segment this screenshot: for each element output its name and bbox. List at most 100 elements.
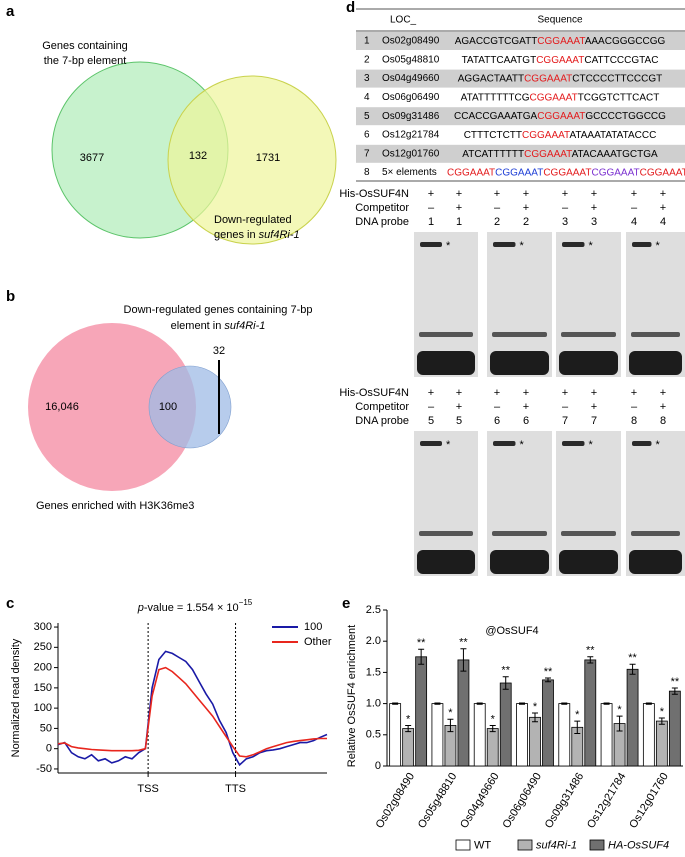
band-marker: * <box>446 240 451 252</box>
lane-sign: – <box>631 202 638 214</box>
row-index: 1 <box>364 36 370 47</box>
significance: ** <box>417 637 426 649</box>
venn-circle <box>28 323 196 491</box>
x-tick-label: Os05g48810 <box>416 771 460 831</box>
lower-band <box>561 332 616 337</box>
row-shade <box>356 144 685 163</box>
bar <box>668 690 681 767</box>
row-locus: Os04g49660 <box>382 73 440 84</box>
lower-band <box>492 332 547 337</box>
shift-band <box>632 242 652 247</box>
band-marker: * <box>520 240 525 252</box>
panel-label: a <box>6 3 15 20</box>
y-tick-label: 200 <box>34 662 52 674</box>
shift-band <box>420 441 442 446</box>
sequence-part: CGGAAAT <box>495 167 543 178</box>
bar <box>626 668 639 767</box>
x-tick-label: Os06g06490 <box>500 771 544 831</box>
bar <box>558 703 571 767</box>
y-tick-label: 250 <box>34 641 52 653</box>
error-bar <box>502 676 509 690</box>
venn-title-text: element in <box>171 320 225 332</box>
lane-sign: + <box>456 401 462 413</box>
line-series <box>57 650 328 767</box>
legend-label: HA-OsSUF4 <box>608 839 669 851</box>
row-shade <box>356 32 685 50</box>
row-sequence: TATATTCAATGTCGGAAATCATTCCCGTAC <box>462 54 659 65</box>
lane-sign: + <box>562 188 568 200</box>
error-bar <box>629 663 636 675</box>
sequence-part: CATTCCCGTAC <box>584 54 658 65</box>
venn-count: 132 <box>189 150 207 162</box>
row-shade <box>356 69 685 88</box>
free-probe <box>559 550 618 574</box>
title-italic: p <box>137 602 144 614</box>
y-axis-label: Normalized read density <box>10 638 22 757</box>
lane-sign: 1 <box>456 216 462 228</box>
legend-label: WT <box>474 839 491 851</box>
venn-count: 16,046 <box>45 401 79 413</box>
y-tick-label: 1.5 <box>366 666 381 678</box>
error-bar <box>545 677 551 683</box>
lane-sign: 2 <box>523 216 529 228</box>
free-probe <box>629 550 682 574</box>
lane-sign: + <box>456 188 462 200</box>
lane-sign: – <box>494 401 501 413</box>
sequence-part: AGGACTAATT <box>458 73 524 84</box>
x-tick-label: Os04g49660 <box>458 771 502 831</box>
row-label: His-OsSUF4N <box>339 387 409 399</box>
error-bar <box>489 724 496 733</box>
legend-label: 100 <box>304 621 322 633</box>
bar <box>473 703 486 767</box>
sequence-part: ATCATTTTTT <box>462 148 524 159</box>
panel-label: d <box>346 0 355 16</box>
row-index: 3 <box>364 73 370 84</box>
venn-title: the 7-bp element <box>44 55 127 67</box>
row-label: DNA probe <box>355 415 409 427</box>
significance: ** <box>501 665 510 677</box>
error-bar <box>476 702 483 705</box>
bar <box>457 659 470 767</box>
sequence-part: CGGAAAT <box>524 73 572 84</box>
panel-label: c <box>6 595 14 612</box>
venn-count: 1731 <box>256 152 280 164</box>
error-bar <box>603 702 610 705</box>
venn-title: Genes containing <box>42 40 128 52</box>
x-tick-label: Os12g01760 <box>627 771 671 831</box>
error-bar <box>434 702 441 705</box>
bar <box>486 728 499 767</box>
row-index: 2 <box>364 54 370 65</box>
lane-sign: + <box>631 387 637 399</box>
significance: * <box>660 706 665 718</box>
band-marker: * <box>589 240 594 252</box>
gene-name: suf4Ri-1 <box>224 320 265 332</box>
sequence-part: CGGAAAT <box>536 54 584 65</box>
error-bar <box>574 720 581 735</box>
legend-label: Other <box>304 636 332 648</box>
lane-sign: – <box>562 202 569 214</box>
lane-sign: + <box>591 202 597 214</box>
chart-title: @OsSUF4 <box>485 625 538 637</box>
lane-sign: + <box>631 188 637 200</box>
row-label: DNA probe <box>355 216 409 228</box>
bar <box>516 703 528 767</box>
shift-band <box>562 441 585 446</box>
error-bar <box>405 724 412 733</box>
lane-sign: 8 <box>660 415 666 427</box>
bar <box>529 716 541 767</box>
sequence-part: TCGGTCTTCACT <box>578 92 660 103</box>
row-sequence: AGGACTAATTCGGAAATCTCCCCTTCCCGT <box>458 73 662 84</box>
band-marker: * <box>520 439 525 451</box>
lane-sign: + <box>494 387 500 399</box>
row-sequence: AGACCGTCGATTCGGAAATAAACGGGCCGG <box>455 36 666 47</box>
lane-sign: – <box>428 202 435 214</box>
bar <box>431 703 444 767</box>
legend-swatch <box>517 839 533 851</box>
sequence-part: CGGAAAT <box>447 167 495 178</box>
row-locus: Os05g48810 <box>382 54 440 65</box>
sequence-part: CGGAAAT <box>543 167 591 178</box>
free-probe <box>559 351 618 375</box>
lane-sign: 3 <box>591 216 597 228</box>
shift-band <box>562 242 585 247</box>
